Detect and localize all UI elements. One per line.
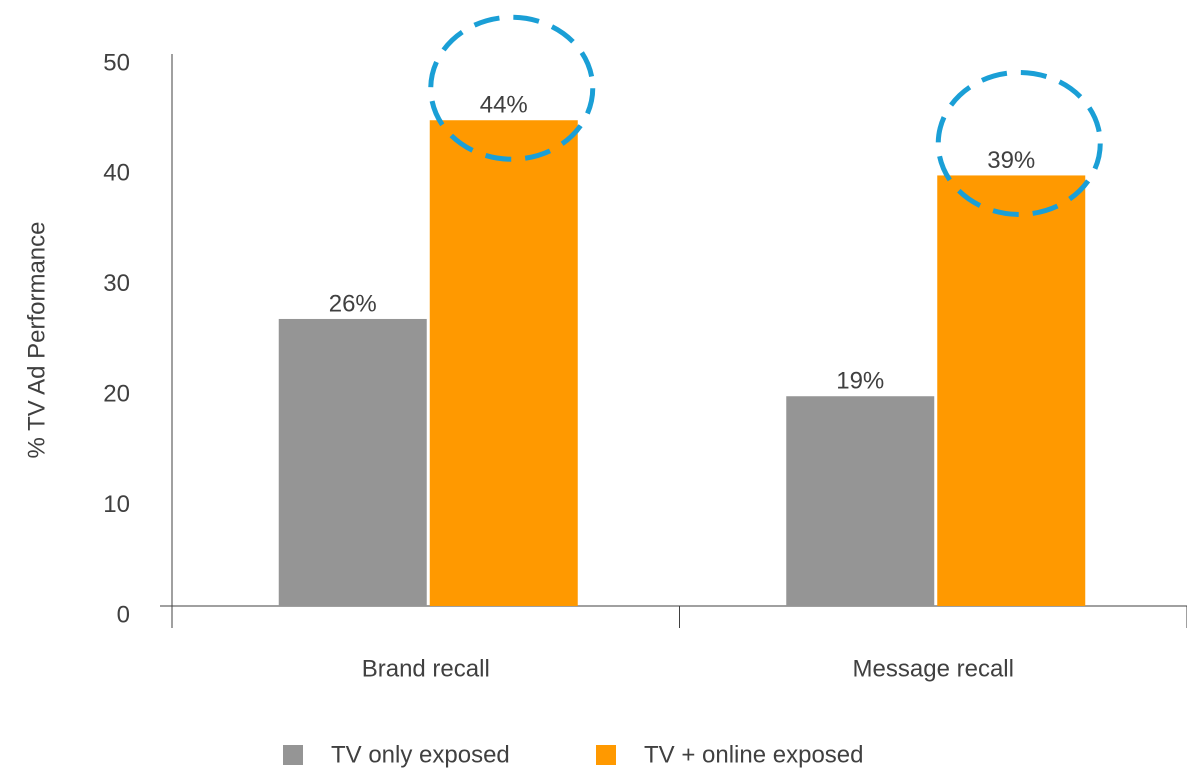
bar [429, 120, 578, 607]
bar [937, 175, 1086, 606]
y-tick-label: 0 [117, 601, 130, 628]
legend-swatch [283, 745, 303, 765]
y-tick-label: 40 [103, 160, 130, 187]
highlight-circle [428, 14, 596, 162]
x-tick-label: Message recall [853, 655, 1014, 682]
y-tick-label: 20 [103, 381, 130, 408]
y-axis-label: % TV Ad Performance [23, 222, 50, 459]
bar [278, 318, 427, 606]
legend-label: TV + online exposed [644, 741, 863, 768]
highlight-circle [935, 69, 1103, 217]
y-tick-label: 30 [103, 270, 130, 297]
value-label: 44% [480, 92, 528, 119]
value-label: 39% [987, 147, 1035, 174]
x-tick-label: Brand recall [362, 655, 490, 682]
y-tick-label: 10 [103, 491, 130, 518]
bar [786, 396, 935, 606]
value-label: 26% [329, 290, 377, 317]
y-tick-label: 50 [103, 49, 130, 76]
legend-label: TV only exposed [331, 741, 510, 768]
value-label: 19% [836, 368, 884, 395]
legend-swatch [596, 745, 616, 765]
